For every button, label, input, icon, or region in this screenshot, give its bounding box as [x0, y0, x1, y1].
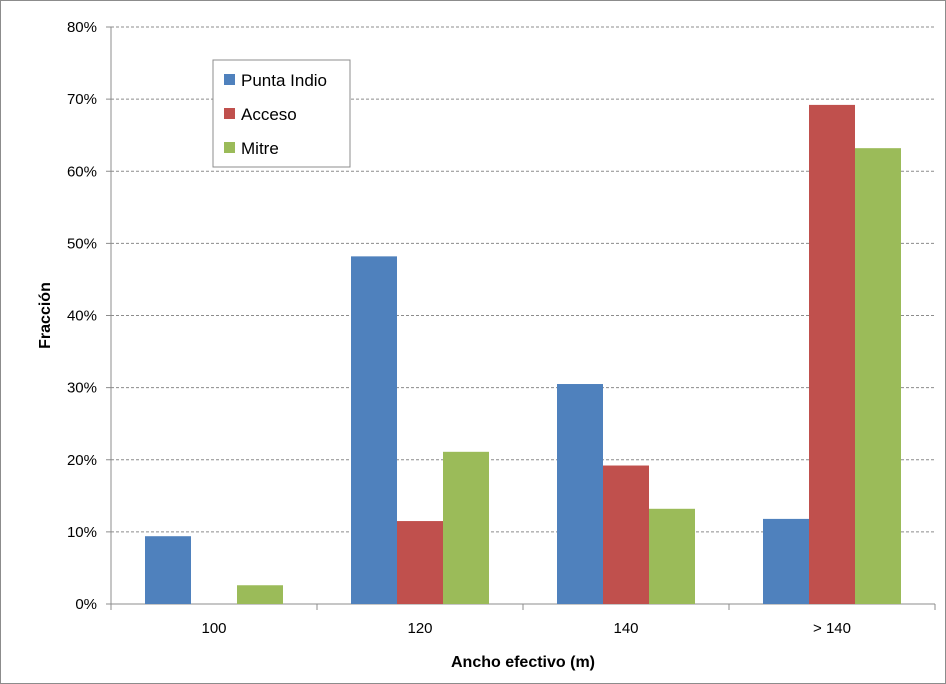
bar-punta-indio: [557, 384, 603, 604]
bar-mitre: [443, 451, 489, 604]
y-tick-label: 50%: [67, 235, 97, 252]
y-tick-label: 60%: [67, 163, 97, 180]
legend-box: [212, 59, 351, 168]
x-tick-label: 140: [613, 620, 638, 637]
y-tick-label: 70%: [67, 91, 97, 108]
legend-label: Punta Indio: [241, 71, 327, 90]
bar-mitre: [855, 148, 901, 605]
bar-mitre: [649, 508, 695, 604]
x-tick-labels: 100 120 140 > 140: [201, 620, 851, 637]
y-tick-label: 30%: [67, 380, 97, 397]
y-tick-label: 10%: [67, 524, 97, 541]
y-tick-label: 40%: [67, 308, 97, 325]
bar-mitre: [237, 585, 283, 604]
legend-label: Mitre: [241, 139, 279, 158]
bar-acceso: [603, 465, 649, 604]
legend-swatch: [224, 74, 235, 85]
bar-punta-indio: [763, 518, 809, 604]
legend-swatch: [224, 142, 235, 153]
y-tick-label: 20%: [67, 452, 97, 469]
bar-acceso: [809, 104, 855, 605]
legend-label: Acceso: [241, 105, 297, 124]
x-tick-label: 100: [201, 620, 226, 637]
x-tick-label: 120: [407, 620, 432, 637]
y-tick-label: 0%: [75, 596, 97, 613]
y-axis-title: Fracción: [37, 282, 54, 349]
bar-acceso: [397, 521, 443, 604]
y-tick-labels: 0% 10% 20% 30% 40% 50% 60% 70% 80%: [67, 19, 97, 613]
x-tick-label: > 140: [813, 620, 851, 637]
bar-punta-indio: [351, 256, 397, 604]
bars: [145, 104, 901, 605]
legend: Punta Indio Acceso Mitre: [212, 59, 351, 168]
x-axis-title: Ancho efectivo (m): [451, 654, 595, 671]
bar-punta-indio: [145, 536, 191, 604]
y-tick-label: 80%: [67, 19, 97, 36]
legend-swatch: [224, 108, 235, 119]
